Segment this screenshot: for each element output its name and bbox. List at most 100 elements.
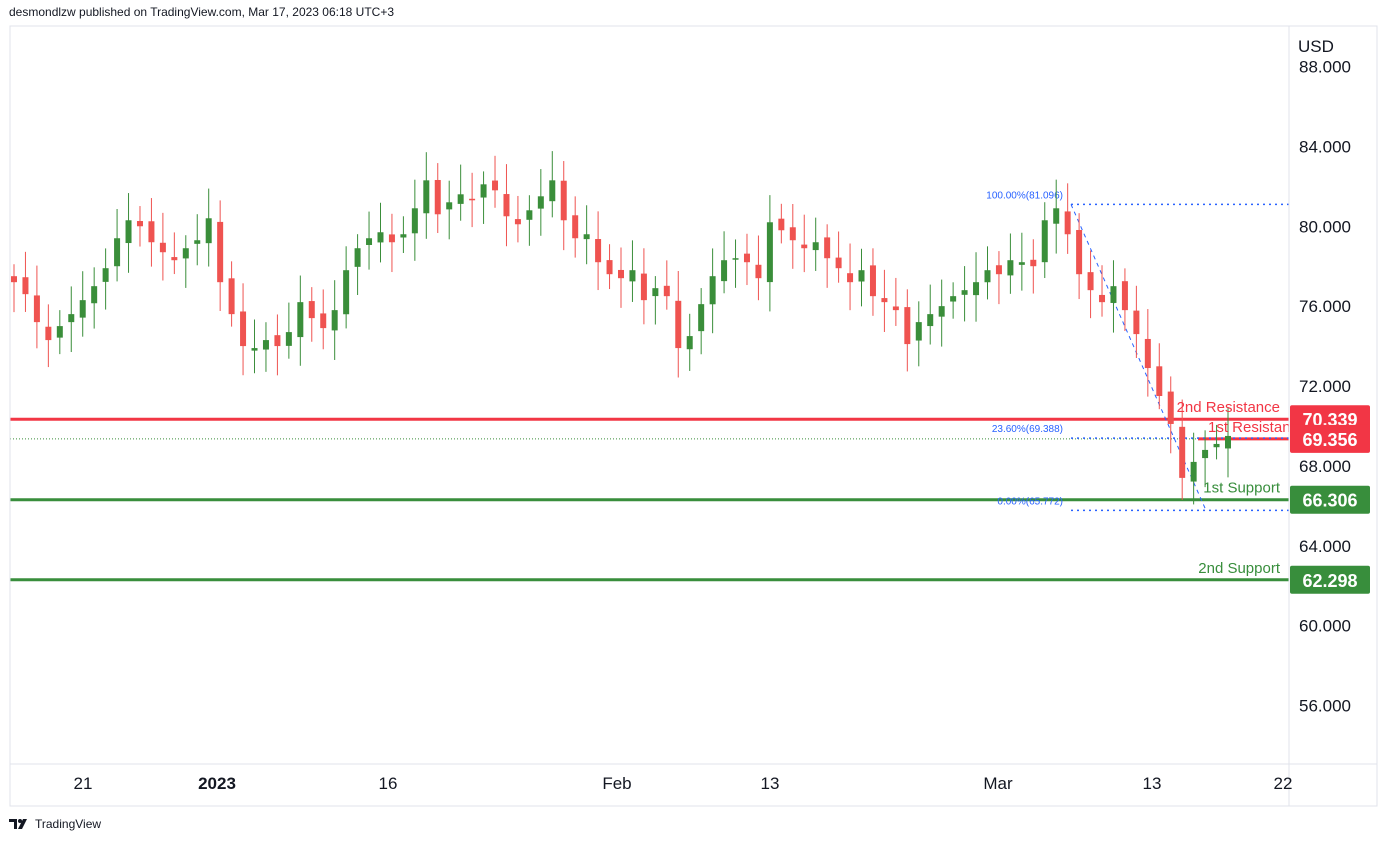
candle-body bbox=[102, 268, 109, 282]
candle-body bbox=[721, 260, 728, 282]
candle-body bbox=[45, 326, 52, 341]
candle-body bbox=[11, 276, 17, 283]
level-annotations: 2nd Resistance 1st Resistance 1st Support 2… bbox=[1177, 399, 1306, 577]
candle-body bbox=[514, 219, 521, 225]
candle-body bbox=[331, 310, 338, 331]
candle-body bbox=[812, 242, 819, 251]
candle-body bbox=[194, 240, 201, 244]
y-tick-label: 64.000 bbox=[1299, 537, 1351, 556]
candle-body bbox=[1156, 366, 1163, 397]
candle-body bbox=[1190, 461, 1197, 482]
candle-body bbox=[136, 221, 143, 227]
x-tick-label: 13 bbox=[1143, 774, 1162, 793]
candle-body bbox=[858, 270, 865, 282]
fib-level-label: 100.00%(81.096) bbox=[986, 190, 1063, 201]
candle-body bbox=[686, 336, 693, 350]
level-annotation: 1st Resistance bbox=[1208, 419, 1306, 436]
candle-body bbox=[1202, 449, 1209, 459]
y-tick-label: 72.000 bbox=[1299, 377, 1351, 396]
level-annotation: 1st Support bbox=[1203, 480, 1281, 497]
candle-body bbox=[560, 180, 567, 221]
y-tick-label: 60.000 bbox=[1299, 617, 1351, 636]
candle-body bbox=[892, 306, 899, 311]
axis-frame bbox=[9, 25, 1378, 807]
candle-body bbox=[801, 244, 808, 249]
candle-body bbox=[652, 288, 659, 297]
candle-body bbox=[663, 285, 670, 297]
candle-body bbox=[377, 232, 384, 243]
candle-body bbox=[881, 298, 888, 303]
candle-body bbox=[274, 335, 281, 347]
candle-body bbox=[572, 215, 579, 239]
y-tick-label: 84.000 bbox=[1299, 137, 1351, 156]
candle-body bbox=[904, 307, 911, 345]
fibonacci-retracement: 100.00%(81.096) 23.60%(69.388) 0.00%(65.77… bbox=[986, 190, 1289, 512]
candle-body bbox=[640, 273, 647, 301]
candle-body bbox=[228, 278, 235, 315]
candle-body bbox=[1007, 260, 1014, 276]
candle-body bbox=[743, 253, 750, 263]
candle-body bbox=[675, 300, 682, 349]
candle-body bbox=[1179, 426, 1186, 478]
x-tick-label: Feb bbox=[602, 774, 631, 793]
candle-body bbox=[847, 273, 854, 283]
candle-body bbox=[79, 300, 86, 318]
candle-body bbox=[869, 265, 876, 297]
price-axis: USD 88.000 84.000 80.000 76.000 72.000 68.000 6… bbox=[1298, 37, 1351, 716]
x-tick-label: 16 bbox=[379, 774, 398, 793]
candle-body bbox=[549, 180, 556, 202]
candle-body bbox=[68, 314, 75, 323]
candle-body bbox=[308, 301, 315, 319]
x-tick-label: 21 bbox=[74, 774, 93, 793]
candle-body bbox=[1041, 220, 1048, 263]
footer: TradingView bbox=[9, 814, 101, 834]
candle-body bbox=[411, 208, 418, 234]
candle-body bbox=[1018, 262, 1025, 265]
candle-body bbox=[835, 257, 842, 269]
candle-body bbox=[732, 258, 739, 260]
publish-info: desmondlzw published on TradingView.com,… bbox=[9, 5, 395, 19]
candle-body bbox=[217, 221, 224, 283]
x-tick-label: 13 bbox=[761, 774, 780, 793]
candle-body bbox=[984, 270, 991, 283]
candle-body bbox=[480, 184, 487, 198]
candle-body bbox=[778, 218, 785, 231]
candle-body bbox=[285, 332, 292, 346]
candle-body bbox=[434, 179, 441, 215]
candle-body bbox=[492, 180, 499, 191]
y-tick-label: 68.000 bbox=[1299, 457, 1351, 476]
candle-body bbox=[1087, 272, 1094, 291]
candle-body bbox=[1121, 281, 1128, 311]
candle-body bbox=[297, 302, 304, 338]
candle-body bbox=[755, 264, 762, 279]
candle-body bbox=[423, 180, 430, 214]
candle-body bbox=[320, 313, 327, 329]
candle-body bbox=[159, 242, 166, 253]
price-badge bbox=[1290, 565, 1370, 594]
candle-body bbox=[503, 194, 510, 217]
candle-body bbox=[125, 220, 132, 244]
candle-body bbox=[114, 238, 121, 267]
candle-body bbox=[606, 260, 613, 275]
candle-body bbox=[33, 295, 40, 323]
candle-body bbox=[1064, 211, 1071, 235]
y-tick-label: 56.000 bbox=[1299, 697, 1351, 716]
candle-body bbox=[22, 277, 29, 295]
candle-body bbox=[618, 269, 624, 279]
level-annotation: 2nd Support bbox=[1198, 560, 1281, 577]
fib-level-label: 23.60%(69.388) bbox=[992, 424, 1063, 435]
candle-body bbox=[583, 234, 590, 240]
candle-body bbox=[595, 239, 602, 263]
candle-body bbox=[961, 290, 968, 295]
candle-body bbox=[457, 194, 464, 204]
candle-body bbox=[789, 227, 796, 241]
candle-body bbox=[1099, 294, 1106, 303]
price-badge-label: 66.306 bbox=[1302, 491, 1357, 511]
candle-body bbox=[262, 340, 269, 350]
x-tick-label: 22 bbox=[1274, 774, 1293, 793]
candle-body bbox=[354, 248, 361, 267]
candle-body bbox=[148, 221, 155, 243]
candle-body bbox=[400, 234, 407, 238]
y-tick-label: 88.000 bbox=[1299, 58, 1351, 77]
